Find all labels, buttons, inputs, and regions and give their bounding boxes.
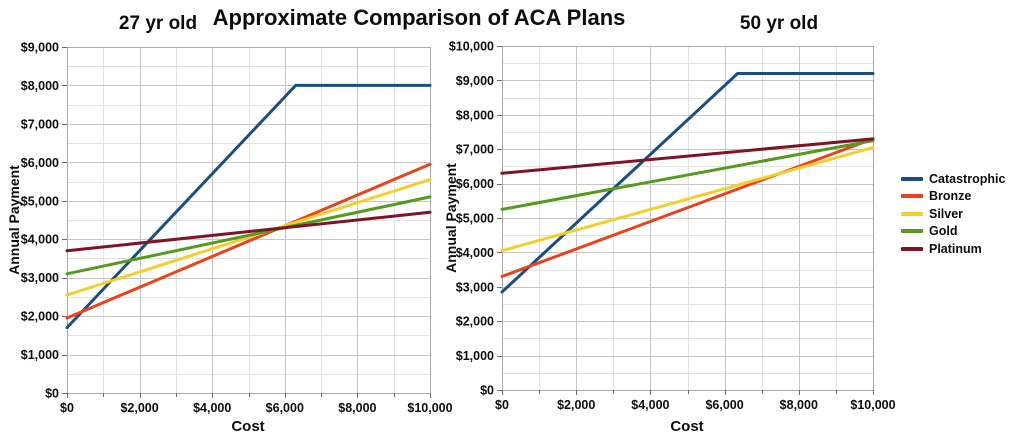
series-line-gold (65, 195, 432, 276)
series-line-bronze (65, 162, 432, 320)
x-tick-label: $10,000 (850, 398, 895, 412)
y-tick-label: $6,000 (21, 156, 59, 170)
series-line-gold (500, 139, 875, 211)
y-tick-label: $10,000 (449, 40, 494, 54)
chart-27yr-title: 27 yr old (118, 13, 198, 34)
legend-label: Gold (929, 224, 958, 239)
platinum-line-swatch-icon (901, 246, 923, 251)
series-line-silver (65, 178, 432, 297)
y-tick-label: $3,000 (456, 280, 494, 294)
silver-line-swatch-icon (901, 211, 923, 216)
x-tick-label: $0 (60, 401, 74, 415)
y-tick-label: $8,000 (21, 79, 59, 93)
x-tick-label: $4,000 (631, 398, 669, 412)
series-line-catastrophic (65, 83, 432, 330)
y-tick-label: $2,000 (456, 315, 494, 329)
y-tick-label: $1,000 (21, 348, 59, 362)
chart-50yr-x-axis-title: Cost (670, 418, 704, 435)
chart-27yr-x-axis-title: Cost (231, 418, 265, 435)
legend-item-bronze: Bronze (901, 188, 1005, 206)
series-line-catastrophic (500, 72, 875, 294)
legend-label: Bronze (929, 189, 972, 204)
series-line-platinum (65, 210, 432, 253)
y-tick-label: $5,000 (21, 194, 59, 208)
legend-item-gold: Gold (901, 223, 1005, 241)
y-tick-label: $4,000 (456, 246, 494, 260)
y-tick-label: $8,000 (456, 108, 494, 122)
plan-legend: Catastrophic Bronze Silver Gold Platinum (901, 170, 1005, 258)
legend-label: Platinum (929, 241, 982, 256)
x-tick-label: $8,000 (338, 401, 376, 415)
legend-label: Catastrophic (929, 171, 1006, 186)
y-tick-label: $6,000 (456, 177, 494, 191)
y-tick-label: $7,000 (21, 117, 59, 131)
y-tick-label: $1,000 (456, 349, 494, 363)
chart-plot-50-yr-old: $0 $1,000 $2,000 $3,000 $4,000 $5,000 $6,000 $7… (449, 40, 896, 413)
figure-title: Approximate Comparison of ACA Plans (212, 5, 626, 30)
x-tick-label: $6,000 (705, 398, 743, 412)
y-tick-label: $7,000 (456, 143, 494, 157)
catastrophic-line-swatch-icon (901, 176, 923, 181)
series-line-platinum (500, 137, 875, 175)
x-tick-label: $2,000 (120, 401, 158, 415)
bronze-line-swatch-icon (901, 194, 923, 199)
x-tick-label: $8,000 (780, 398, 818, 412)
y-tick-label: $2,000 (21, 310, 59, 324)
legend-item-silver: Silver (901, 205, 1005, 223)
legend-item-platinum: Platinum (901, 240, 1005, 258)
x-tick-label: $6,000 (266, 401, 304, 415)
series-line-silver (500, 146, 875, 253)
y-tick-label: $0 (480, 384, 494, 398)
y-tick-label: $3,000 (21, 271, 59, 285)
y-tick-label: $9,000 (456, 74, 494, 88)
gold-line-swatch-icon (901, 229, 923, 234)
y-tick-label: $4,000 (21, 233, 59, 247)
chart-50yr-title: 50 yr old (739, 13, 819, 34)
x-tick-label: $4,000 (193, 401, 231, 415)
legend-label: Silver (929, 206, 964, 221)
x-tick-label: $2,000 (557, 398, 595, 412)
chart-plot-27-yr-old: $0 $1,000 $2,000 $3,000 $4,000 $5,000 $6,000 $7… (21, 41, 453, 416)
series-line-bronze (500, 137, 875, 278)
y-tick-label: $9,000 (21, 41, 59, 55)
y-tick-label: $0 (45, 387, 59, 401)
x-tick-label: $10,000 (407, 401, 452, 415)
x-tick-label: $0 (495, 398, 509, 412)
legend-item-catastrophic: Catastrophic (901, 170, 1005, 188)
y-tick-label: $5,000 (456, 212, 494, 226)
